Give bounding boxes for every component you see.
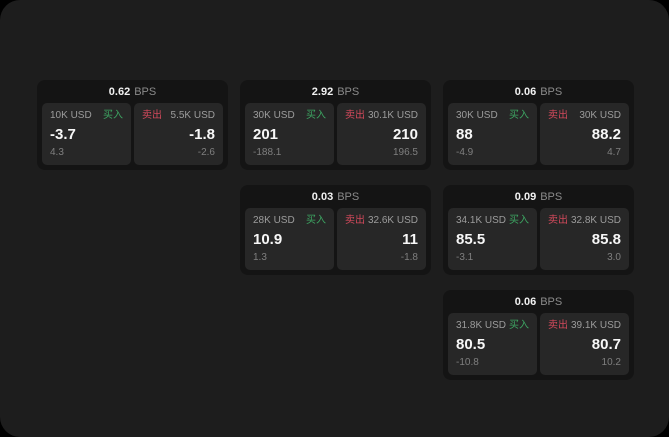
buy-delta: -3.1 bbox=[456, 252, 474, 263]
sell-price: 85.8 bbox=[591, 231, 621, 248]
buy-delta: -188.1 bbox=[253, 147, 282, 158]
buy-size: 30K USD bbox=[456, 110, 498, 121]
bps-value: 0.09 bbox=[514, 190, 537, 203]
bps-unit-label: BPS bbox=[134, 85, 157, 98]
spread-card: 0.03 BPS 28K USD 买入 10.9 1.3 卖出 32.6K US… bbox=[240, 185, 431, 275]
spread-card-grid: 0.62 BPS 10K USD 买入 -3.7 4.3 卖出 5.5K USD… bbox=[37, 80, 634, 380]
price-tiles: 10K USD 买入 -3.7 4.3 卖出 5.5K USD -1.8 -2.… bbox=[42, 103, 223, 165]
sell-size: 32.8K USD bbox=[570, 215, 621, 226]
buy-size: 28K USD bbox=[253, 215, 295, 226]
buy-tile[interactable]: 28K USD 买入 10.9 1.3 bbox=[245, 208, 334, 270]
buy-tile[interactable]: 31.8K USD 买入 80.5 -10.8 bbox=[448, 313, 537, 375]
buy-price: 201 bbox=[253, 126, 279, 143]
bps-value: 0.06 bbox=[514, 295, 537, 308]
card-header: 0.06 BPS bbox=[448, 290, 629, 313]
buy-size: 31.8K USD bbox=[456, 320, 507, 331]
spread-card: 0.62 BPS 10K USD 买入 -3.7 4.3 卖出 5.5K USD… bbox=[37, 80, 228, 170]
card-header: 0.03 BPS bbox=[245, 185, 426, 208]
sell-tile[interactable]: 卖出 5.5K USD -1.8 -2.6 bbox=[134, 103, 223, 165]
sell-tile[interactable]: 卖出 32.8K USD 85.8 3.0 bbox=[540, 208, 629, 270]
sell-delta: -2.6 bbox=[197, 147, 215, 158]
bps-unit-label: BPS bbox=[337, 190, 360, 203]
buy-label: 买入 bbox=[509, 215, 529, 226]
buy-label: 买入 bbox=[103, 110, 123, 121]
bps-unit-label: BPS bbox=[337, 85, 360, 98]
sell-size: 39.1K USD bbox=[570, 320, 621, 331]
price-tiles: 30K USD 买入 201 -188.1 卖出 30.1K USD 210 1… bbox=[245, 103, 426, 165]
buy-delta: 1.3 bbox=[253, 252, 267, 263]
bps-unit-label: BPS bbox=[540, 295, 563, 308]
sell-label: 卖出 bbox=[548, 215, 568, 226]
card-header: 0.62 BPS bbox=[42, 80, 223, 103]
buy-tile[interactable]: 30K USD 买入 88 -4.9 bbox=[448, 103, 537, 165]
sell-size: 30K USD bbox=[579, 110, 621, 121]
sell-label: 卖出 bbox=[548, 320, 568, 331]
buy-price: 80.5 bbox=[456, 336, 486, 353]
buy-price: 85.5 bbox=[456, 231, 486, 248]
sell-tile[interactable]: 卖出 32.6K USD 11 -1.8 bbox=[337, 208, 426, 270]
spread-card: 0.06 BPS 31.8K USD 买入 80.5 -10.8 卖出 39.1… bbox=[443, 290, 634, 380]
card-header: 0.09 BPS bbox=[448, 185, 629, 208]
price-tiles: 31.8K USD 买入 80.5 -10.8 卖出 39.1K USD 80.… bbox=[448, 313, 629, 375]
buy-size: 10K USD bbox=[50, 110, 92, 121]
sell-delta: 196.5 bbox=[392, 147, 418, 158]
buy-price: 10.9 bbox=[253, 231, 283, 248]
card-header: 0.06 BPS bbox=[448, 80, 629, 103]
buy-price: -3.7 bbox=[50, 126, 76, 143]
bps-value: 0.03 bbox=[311, 190, 334, 203]
buy-tile[interactable]: 34.1K USD 买入 85.5 -3.1 bbox=[448, 208, 537, 270]
bps-unit-label: BPS bbox=[540, 190, 563, 203]
buy-label: 买入 bbox=[306, 110, 326, 121]
price-tiles: 30K USD 买入 88 -4.9 卖出 30K USD 88.2 4.7 bbox=[448, 103, 629, 165]
sell-size: 30.1K USD bbox=[367, 110, 418, 121]
buy-delta: -4.9 bbox=[456, 147, 474, 158]
buy-label: 买入 bbox=[306, 215, 326, 226]
bps-value: 2.92 bbox=[311, 85, 334, 98]
buy-delta: -10.8 bbox=[456, 357, 479, 368]
sell-size: 32.6K USD bbox=[367, 215, 418, 226]
buy-label: 买入 bbox=[509, 320, 529, 331]
bps-value: 0.62 bbox=[108, 85, 131, 98]
buy-price: 88 bbox=[456, 126, 473, 143]
sell-price: 11 bbox=[402, 231, 418, 248]
sell-price: -1.8 bbox=[189, 126, 215, 143]
buy-tile[interactable]: 10K USD 买入 -3.7 4.3 bbox=[42, 103, 131, 165]
sell-tile[interactable]: 卖出 30K USD 88.2 4.7 bbox=[540, 103, 629, 165]
sell-label: 卖出 bbox=[345, 110, 365, 121]
card-header: 2.92 BPS bbox=[245, 80, 426, 103]
sell-price: 88.2 bbox=[591, 126, 621, 143]
bps-unit-label: BPS bbox=[540, 85, 563, 98]
buy-size: 34.1K USD bbox=[456, 215, 507, 226]
buy-label: 买入 bbox=[509, 110, 529, 121]
spread-card: 0.09 BPS 34.1K USD 买入 85.5 -3.1 卖出 32.8K… bbox=[443, 185, 634, 275]
spread-card: 0.06 BPS 30K USD 买入 88 -4.9 卖出 30K USD 8… bbox=[443, 80, 634, 170]
buy-size: 30K USD bbox=[253, 110, 295, 121]
price-tiles: 28K USD 买入 10.9 1.3 卖出 32.6K USD 11 -1.8 bbox=[245, 208, 426, 270]
price-tiles: 34.1K USD 买入 85.5 -3.1 卖出 32.8K USD 85.8… bbox=[448, 208, 629, 270]
sell-delta: 3.0 bbox=[607, 252, 621, 263]
sell-price: 210 bbox=[392, 126, 418, 143]
sell-delta: 4.7 bbox=[607, 147, 621, 158]
buy-tile[interactable]: 30K USD 买入 201 -188.1 bbox=[245, 103, 334, 165]
sell-size: 5.5K USD bbox=[170, 110, 215, 121]
sell-label: 卖出 bbox=[345, 215, 365, 226]
sell-tile[interactable]: 卖出 39.1K USD 80.7 10.2 bbox=[540, 313, 629, 375]
bps-value: 0.06 bbox=[514, 85, 537, 98]
spread-card: 2.92 BPS 30K USD 买入 201 -188.1 卖出 30.1K … bbox=[240, 80, 431, 170]
sell-tile[interactable]: 卖出 30.1K USD 210 196.5 bbox=[337, 103, 426, 165]
sell-delta: -1.8 bbox=[400, 252, 418, 263]
buy-delta: 4.3 bbox=[50, 147, 64, 158]
sell-label: 卖出 bbox=[548, 110, 568, 121]
sell-label: 卖出 bbox=[142, 110, 162, 121]
sell-price: 80.7 bbox=[591, 336, 621, 353]
sell-delta: 10.2 bbox=[601, 357, 621, 368]
